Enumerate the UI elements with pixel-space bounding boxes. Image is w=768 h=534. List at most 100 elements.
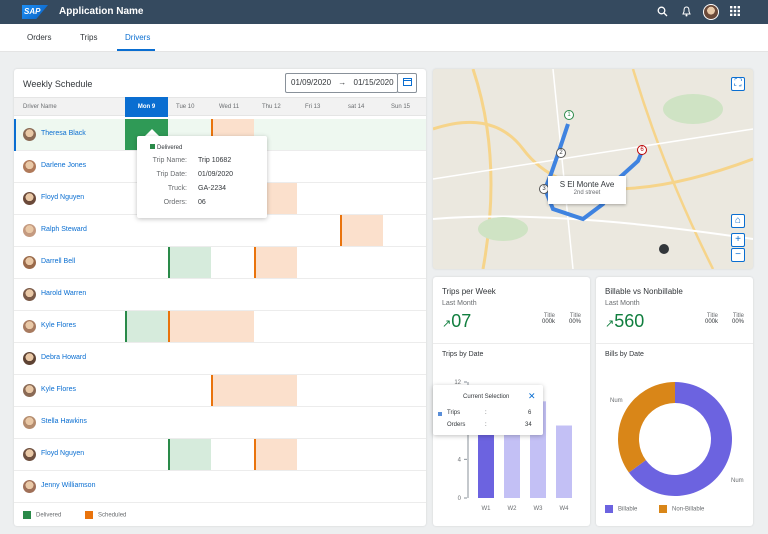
kpi-col-label: Title: [569, 313, 581, 319]
bills-donut-chart[interactable]: Num Num: [596, 367, 753, 517]
zoom-in-icon[interactable]: +: [731, 233, 745, 247]
scheduled-trip-bar[interactable]: [168, 311, 254, 342]
map-canvas: [433, 69, 753, 269]
driver-avatar: [23, 256, 36, 269]
delivered-trip-bar[interactable]: [168, 439, 211, 470]
user-avatar[interactable]: [703, 4, 719, 20]
route-start-pin[interactable]: 1: [564, 110, 574, 120]
driver-name[interactable]: Harold Warren: [41, 290, 87, 297]
day-header[interactable]: Fri 13: [305, 104, 321, 110]
kpi-col-label: Title: [543, 313, 555, 319]
delivered-trip-bar[interactable]: [168, 247, 211, 278]
tooltip-key: Trip Date:: [156, 171, 187, 178]
driver-row[interactable]: Kyle Flores: [14, 311, 426, 343]
day-header[interactable]: Wed 11: [219, 104, 240, 110]
trip-tooltip: Delivered Trip Name: Trip 10682 Trip Dat…: [137, 136, 267, 218]
donut-slice-billable[interactable]: [628, 382, 732, 496]
driver-avatar: [23, 352, 36, 365]
legend-billable: Billable: [618, 506, 638, 513]
bar-w4[interactable]: [556, 425, 572, 499]
legend-delivered: Delivered: [36, 512, 62, 519]
driver-avatar: [23, 320, 36, 333]
map-place-sub: 2nd street: [573, 190, 601, 196]
popover-value: 6: [528, 410, 532, 416]
driver-row[interactable]: Floyd Nguyen: [14, 439, 426, 471]
driver-name[interactable]: Jenny Williamson: [41, 482, 96, 489]
popover-title: Current Selection: [463, 394, 510, 400]
driver-name[interactable]: Ralph Steward: [41, 226, 87, 233]
app-title: Application Name: [59, 6, 144, 17]
home-icon[interactable]: ⌂: [731, 214, 745, 228]
day-header-selected[interactable]: Mon 9: [125, 97, 168, 117]
driver-name[interactable]: Stella Hawkins: [41, 418, 87, 425]
day-header[interactable]: Tue 10: [176, 104, 195, 110]
donut-slice-non-billable[interactable]: [618, 382, 675, 473]
donut-legend: Billable Non-Billable: [605, 505, 704, 513]
driver-row[interactable]: Kyle Flores: [14, 375, 426, 407]
driver-avatar: [23, 160, 36, 173]
driver-row[interactable]: Darrell Bell: [14, 247, 426, 279]
delivered-trip-bar[interactable]: [125, 311, 168, 342]
schedule-title: Weekly Schedule: [23, 79, 93, 89]
date-to: 01/15/2020: [353, 78, 394, 87]
driver-name[interactable]: Debra Howard: [41, 354, 87, 361]
current-selection-popover: Current Selection ✕ Trips : 6 Orders : 3…: [433, 385, 543, 435]
driver-name[interactable]: Darrell Bell: [41, 258, 76, 265]
route-end-pin[interactable]: 6: [637, 145, 647, 155]
tab-drivers[interactable]: Drivers: [125, 33, 151, 42]
kpi-number: 560: [614, 311, 645, 331]
driver-name[interactable]: Floyd Nguyen: [41, 194, 85, 201]
status-dot: [150, 144, 155, 149]
tooltip-value: GA-2234: [198, 185, 227, 192]
driver-name[interactable]: Floyd Nguyen: [41, 450, 85, 457]
scheduled-trip-bar[interactable]: [254, 247, 297, 278]
scheduled-trip-bar[interactable]: [211, 375, 297, 406]
day-header[interactable]: Sun 15: [391, 104, 411, 110]
driver-avatar: [23, 384, 36, 397]
kpi-col-label: Title: [732, 313, 744, 319]
calendar-icon[interactable]: [397, 73, 417, 93]
legend-scheduled: Scheduled: [98, 512, 127, 519]
driver-row[interactable]: Jenny Williamson: [14, 471, 426, 503]
day-header[interactable]: Thu 12: [262, 104, 281, 110]
tab-trips[interactable]: Trips: [80, 33, 98, 42]
driver-row[interactable]: Harold Warren: [14, 279, 426, 311]
driver-row[interactable]: Debra Howard: [14, 343, 426, 375]
legend-nonbillable: Non-Billable: [672, 506, 705, 513]
sap-logo[interactable]: SAP: [22, 5, 48, 19]
grid-icon[interactable]: [730, 6, 740, 20]
slice-label: Num: [610, 398, 623, 404]
popover-sep: :: [485, 410, 487, 416]
card-divider: [433, 343, 590, 344]
tooltip-status: Delivered: [150, 144, 182, 151]
bell-icon[interactable]: [681, 6, 692, 21]
bar-w2[interactable]: [504, 430, 520, 498]
kpi-title: Billable vs Nonbillable: [605, 287, 683, 296]
tab-orders[interactable]: Orders: [27, 33, 52, 42]
driver-row[interactable]: Stella Hawkins: [14, 407, 426, 439]
driver-name[interactable]: Darlene Jones: [41, 162, 87, 169]
driver-row[interactable]: Ralph Steward: [14, 215, 426, 247]
driver-name[interactable]: Kyle Flores: [41, 386, 77, 393]
current-location-pin[interactable]: [659, 244, 669, 254]
close-icon[interactable]: ✕: [528, 391, 536, 401]
search-icon[interactable]: [657, 6, 668, 21]
route-map[interactable]: 1 2 3 6 S El Monte Ave 2nd street ⛶ ⌂ + …: [433, 69, 753, 269]
trips-card: Trips per Week Last Month ↗07 Title 000k …: [433, 277, 590, 526]
scheduled-trip-bar[interactable]: [254, 439, 297, 470]
route-stop-pin[interactable]: 2: [556, 148, 566, 158]
kpi-number: 07: [451, 311, 472, 331]
kpi-col: Title 00%: [722, 313, 744, 325]
driver-avatar: [23, 416, 36, 429]
y-tick-label: 12: [454, 380, 461, 386]
driver-name[interactable]: Theresa Black: [41, 130, 86, 137]
scheduled-trip-bar[interactable]: [340, 215, 383, 246]
day-header[interactable]: sat 14: [348, 104, 365, 110]
selected-row-indicator: [14, 119, 16, 151]
y-tick-label: 4: [458, 457, 462, 463]
date-range-input[interactable]: 01/09/2020 → 01/15/2020: [285, 73, 398, 93]
driver-name[interactable]: Kyle Flores: [41, 322, 77, 329]
kpi-value: ↗560: [605, 311, 644, 332]
zoom-out-icon[interactable]: −: [731, 248, 745, 262]
fullscreen-icon[interactable]: ⛶: [731, 77, 745, 91]
